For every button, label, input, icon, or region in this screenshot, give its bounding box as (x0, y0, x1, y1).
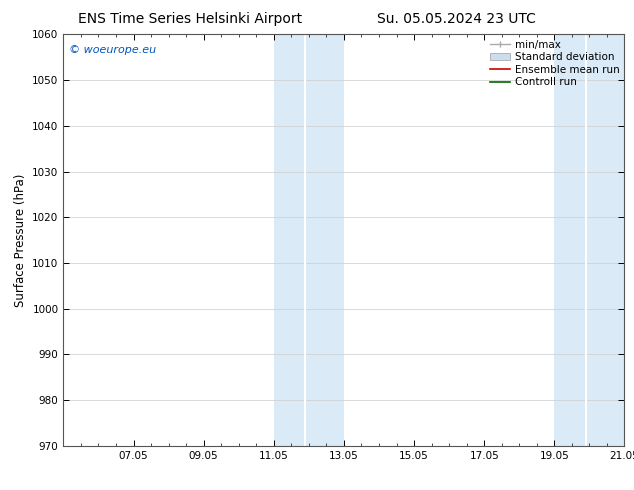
Bar (306, 34, 344, 446)
Bar (554, 34, 586, 446)
Bar (586, 34, 624, 446)
Y-axis label: Surface Pressure (hPa): Surface Pressure (hPa) (14, 173, 27, 307)
Bar (274, 34, 306, 446)
Text: ENS Time Series Helsinki Airport: ENS Time Series Helsinki Airport (78, 12, 302, 26)
Text: © woeurope.eu: © woeurope.eu (69, 45, 156, 54)
Text: Su. 05.05.2024 23 UTC: Su. 05.05.2024 23 UTC (377, 12, 536, 26)
Legend: min/max, Standard deviation, Ensemble mean run, Controll run: min/max, Standard deviation, Ensemble me… (488, 37, 621, 89)
